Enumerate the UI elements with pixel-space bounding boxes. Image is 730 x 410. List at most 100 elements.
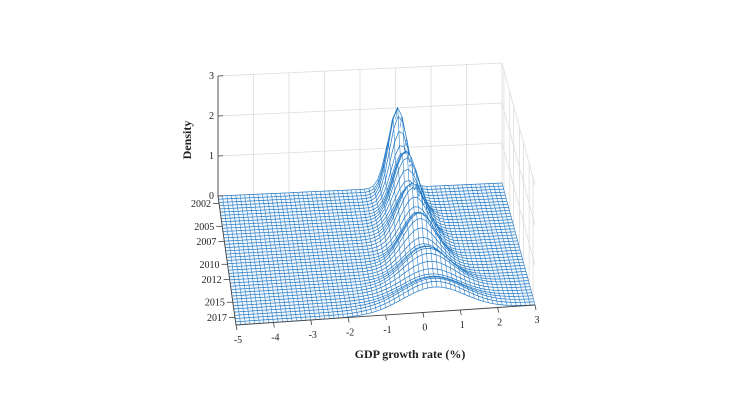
surface-col-line bbox=[377, 179, 405, 299]
surface-col-line bbox=[279, 193, 302, 321]
z-tick-label: 0 bbox=[209, 191, 214, 202]
surface-col-line bbox=[470, 184, 503, 305]
surface-col-line bbox=[479, 183, 512, 306]
year-axis-line bbox=[217, 195, 237, 326]
surface-col-line bbox=[430, 186, 461, 293]
x-tick-mark bbox=[422, 312, 425, 318]
surface-col-line bbox=[395, 106, 424, 290]
surface-row-fill bbox=[235, 281, 535, 322]
surface-col-line bbox=[337, 190, 363, 315]
surface-col-line bbox=[333, 190, 358, 316]
surface-col-line bbox=[381, 166, 410, 296]
surface-col-line bbox=[244, 194, 265, 324]
surface-col-line bbox=[319, 191, 344, 318]
surface-col-line bbox=[435, 185, 466, 295]
year-tick-label: 2012 bbox=[202, 275, 222, 286]
x-tick-mark bbox=[272, 322, 275, 328]
surface-col-line bbox=[288, 192, 312, 321]
x-tick-mark bbox=[235, 324, 238, 331]
x-tick-label: -4 bbox=[271, 333, 279, 344]
year-tick-label: 2005 bbox=[194, 222, 214, 233]
surface-col-line bbox=[452, 185, 484, 302]
surface-col-line bbox=[386, 142, 414, 294]
surface-col-line bbox=[262, 193, 283, 322]
side-grid-line bbox=[501, 62, 536, 186]
surface-row-fill bbox=[230, 237, 525, 284]
x-tick-mark bbox=[534, 304, 537, 311]
surface-col-line bbox=[461, 184, 494, 304]
x-tick-mark bbox=[310, 319, 313, 326]
year-tick-label: 2007 bbox=[196, 237, 216, 248]
x-tick-label: 2 bbox=[497, 318, 502, 329]
x-axis-title: GDP growth rate (%) bbox=[355, 347, 466, 361]
surface-col-line bbox=[355, 189, 382, 310]
surface-col-line bbox=[306, 191, 330, 319]
surface-col-line bbox=[235, 195, 255, 324]
surface-col-line bbox=[271, 193, 293, 322]
x-tick-label: -3 bbox=[309, 330, 317, 341]
back-grid-hline bbox=[217, 102, 503, 117]
year-tick-label: 2015 bbox=[205, 298, 225, 309]
surface-row-fill bbox=[226, 187, 517, 255]
z-tick-label: 1 bbox=[209, 151, 214, 162]
surface-col-line bbox=[342, 190, 368, 314]
z-axis: 0 1 2 3 bbox=[209, 71, 224, 202]
x-tick-label: -1 bbox=[383, 325, 391, 336]
x-tick-mark bbox=[347, 317, 350, 323]
x-tick-mark bbox=[385, 314, 387, 321]
surface-col-line bbox=[324, 191, 349, 318]
surface-col-line bbox=[328, 190, 354, 317]
surface-row-fill bbox=[236, 286, 535, 325]
year-tick-label: 2017 bbox=[207, 313, 227, 324]
surface-row-fill bbox=[233, 268, 531, 306]
x-tick-label: -5 bbox=[234, 335, 242, 346]
surface-col-line bbox=[484, 183, 517, 306]
surface-col-line bbox=[222, 195, 241, 325]
surface-col-line bbox=[492, 183, 526, 306]
surface-col-line bbox=[417, 183, 447, 289]
x-tick-label: 0 bbox=[422, 323, 427, 334]
surface-col-line bbox=[275, 193, 297, 321]
back-grid-hline bbox=[217, 62, 503, 77]
surface-col-line bbox=[346, 190, 372, 313]
surface-col-line bbox=[373, 185, 400, 301]
surface-col-line bbox=[501, 182, 536, 305]
x-tick-label: -2 bbox=[346, 328, 354, 339]
surface-col-line bbox=[350, 189, 377, 312]
z-axis-title: Density bbox=[180, 121, 194, 160]
x-tick-mark bbox=[497, 307, 500, 313]
surface-col-line bbox=[359, 189, 386, 308]
surface-col-line bbox=[390, 118, 419, 292]
year-tick-label: 2010 bbox=[200, 260, 220, 271]
x-tick-label: 3 bbox=[535, 315, 540, 326]
year-tick-label: 2002 bbox=[191, 199, 211, 210]
surface-col-line bbox=[226, 195, 246, 325]
surface-col-line bbox=[421, 185, 452, 290]
x-tick-label: 1 bbox=[460, 320, 465, 331]
surface-col-line bbox=[257, 194, 279, 323]
surface-col-line bbox=[488, 183, 522, 306]
back-wall-grid bbox=[217, 62, 503, 197]
surface-col-line bbox=[399, 116, 428, 289]
year-axis: 2002 2005 2007 2010 2012 2015 2017 bbox=[191, 195, 237, 326]
surface-col-line bbox=[284, 192, 307, 321]
surface-row-fill bbox=[232, 253, 529, 300]
surface-col-line bbox=[315, 191, 340, 318]
surface-col-line bbox=[457, 184, 489, 303]
surface-col-line bbox=[297, 192, 321, 320]
x-axis: -5 -4 -3 -2 -1 0 1 2 3 bbox=[234, 304, 540, 346]
surface-col-line bbox=[475, 184, 508, 306]
surface-col-line bbox=[497, 183, 531, 306]
surface-col-line bbox=[364, 189, 391, 306]
z-tick-label: 3 bbox=[209, 71, 214, 82]
surface-col-line bbox=[404, 138, 433, 288]
surface-col-line bbox=[248, 194, 269, 323]
surface-col-line bbox=[408, 164, 438, 287]
surface-col-line bbox=[253, 194, 274, 323]
surface-col-line bbox=[239, 194, 260, 324]
density-surface bbox=[217, 106, 536, 326]
surface-col-line bbox=[368, 188, 396, 304]
surface-col-line bbox=[448, 185, 480, 301]
surface-col-line bbox=[426, 186, 456, 291]
